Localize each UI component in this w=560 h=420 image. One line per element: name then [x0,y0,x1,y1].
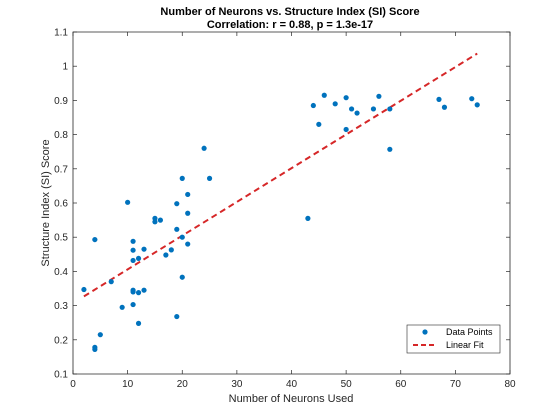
x-tick-label: 0 [70,379,76,390]
data-point [163,252,169,258]
y-tick-label: 0.8 [54,130,68,141]
legend-marker-data-points [422,329,428,335]
data-point [130,257,136,264]
x-tick-label: 80 [504,379,516,390]
data-point [92,346,98,352]
data-point [174,226,180,232]
data-point [332,101,338,107]
data-point [387,106,393,112]
data-point [130,247,136,253]
data-point [125,199,131,205]
data-point [441,104,448,110]
x-tick-label: 30 [231,379,243,390]
data-point [474,102,480,108]
data-point [343,126,349,133]
data-point [376,93,382,99]
data-point [119,304,125,310]
x-tick-label: 60 [395,379,407,390]
x-tick-label: 10 [122,379,134,390]
y-tick-label: 0.5 [54,233,68,244]
data-points-layer [81,92,480,352]
y-tick-label: 0.3 [54,301,68,312]
y-tick-label: 1.1 [54,28,68,39]
data-point [185,210,191,216]
fit-line-layer [83,52,478,298]
data-point [141,287,147,293]
plot-area [73,32,510,374]
data-point [130,301,136,308]
x-tick-label: 40 [286,379,298,390]
data-point [92,236,98,243]
data-point [387,146,393,152]
y-tick-label: 0.6 [54,199,68,210]
chart-subtitle: Correlation: r = 0.88, p = 1.3e-17 [207,19,373,31]
data-point [179,234,185,240]
data-point [97,332,103,338]
y-tick-label: 0.2 [54,335,68,346]
chart-title: Number of Neurons vs. Structure Index (S… [160,6,419,18]
y-tick-label: 0.7 [54,164,68,175]
data-point [201,145,207,151]
data-point [310,102,316,109]
x-axis-label: Number of Neurons Used [229,393,354,405]
data-point [206,175,213,181]
data-point [135,320,142,326]
y-tick-label: 1 [62,62,68,73]
data-point [130,289,136,295]
data-point [108,279,114,285]
data-point [130,238,136,244]
legend-label-data-points: Data Points [446,327,493,337]
data-point [305,215,311,221]
data-point [316,121,322,127]
data-point [343,95,349,101]
y-tick-label: 0.4 [54,267,68,278]
y-tick-label: 0.1 [54,370,68,381]
data-point [436,96,442,102]
data-point [179,175,185,181]
data-point [469,96,475,102]
data-point [168,247,174,253]
data-point [157,217,163,223]
data-point [81,286,87,293]
linear-fit-line [83,52,478,298]
y-axis-label: Structure Index (SI) Score [40,139,52,266]
legend-box [406,324,501,354]
plot-box [72,31,511,375]
data-point [185,241,191,247]
legend: Data Points Linear Fit [406,324,501,354]
y-axis-ticks: 0.1 0.2 0.3 0.4 0.5 0.6 0.7 0.8 0.9 1 1.1 [54,28,510,381]
y-tick-label: 0.9 [54,96,68,107]
x-tick-label: 70 [450,379,462,390]
x-tick-label: 20 [177,379,189,390]
data-point [141,246,147,252]
data-point [174,313,180,320]
data-point [348,106,355,112]
data-point [174,201,180,207]
data-point [135,290,142,296]
data-point [185,191,191,198]
data-point [152,219,158,225]
data-point [321,92,327,98]
x-tick-label: 50 [341,379,353,390]
data-point [135,255,142,262]
data-point [354,110,360,116]
data-point [370,106,377,112]
legend-label-linear-fit: Linear Fit [446,340,484,350]
data-point [179,274,185,280]
